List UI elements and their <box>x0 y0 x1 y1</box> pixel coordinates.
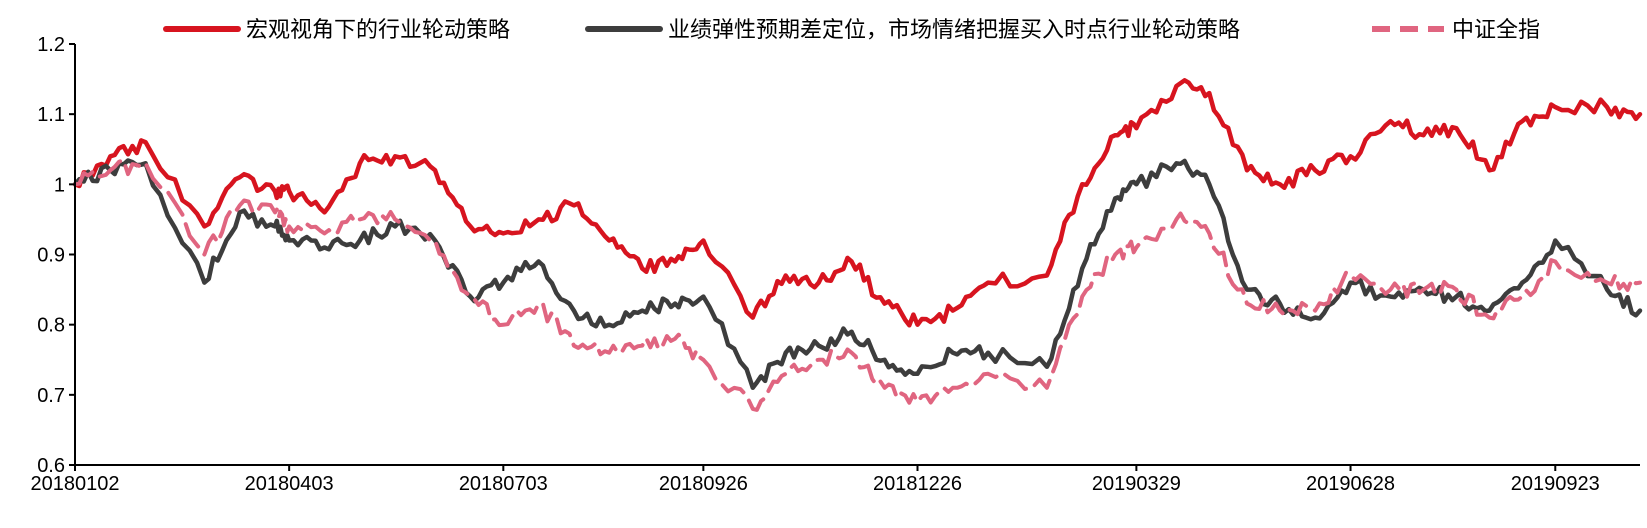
y-tick-label: 1 <box>54 174 65 196</box>
series-line-3 <box>73 158 1642 412</box>
y-tick-label: 1.1 <box>37 104 65 126</box>
x-tick-label: 20180926 <box>659 473 748 495</box>
x-tick-label: 20180703 <box>459 473 548 495</box>
series-line-2 <box>72 158 1643 391</box>
axes: 0.6 0.7 0.8 0.9 1 1.1 1.2 20180102 20180403 20180… <box>31 34 1640 495</box>
series-layer <box>72 78 1643 412</box>
y-tick-label: 0.7 <box>37 385 65 407</box>
y-tick-label: 0.6 <box>37 455 65 477</box>
x-tick-label: 20181226 <box>873 473 962 495</box>
legend-label-1: 宏观视角下的行业轮动策略 <box>246 18 510 43</box>
legend: 宏观视角下的行业轮动策略 业绩弹性预期差定位，市场情绪把握买入时点行业轮动策略 中证… <box>163 18 1540 43</box>
y-tick-label: 0.8 <box>37 315 65 337</box>
x-tick-label: 20190628 <box>1306 473 1395 495</box>
series-line-1 <box>72 78 1643 328</box>
x-tick-label: 20180102 <box>31 473 120 495</box>
x-tick-label: 20190329 <box>1092 473 1181 495</box>
y-tick-label: 1.2 <box>37 34 65 56</box>
x-tick-label: 20190923 <box>1511 473 1600 495</box>
y-tick-label: 0.9 <box>37 245 65 267</box>
legend-label-2: 业绩弹性预期差定位，市场情绪把握买入时点行业轮动策略 <box>668 18 1240 43</box>
legend-label-3: 中证全指 <box>1452 18 1540 43</box>
x-tick-label: 20180403 <box>245 473 334 495</box>
